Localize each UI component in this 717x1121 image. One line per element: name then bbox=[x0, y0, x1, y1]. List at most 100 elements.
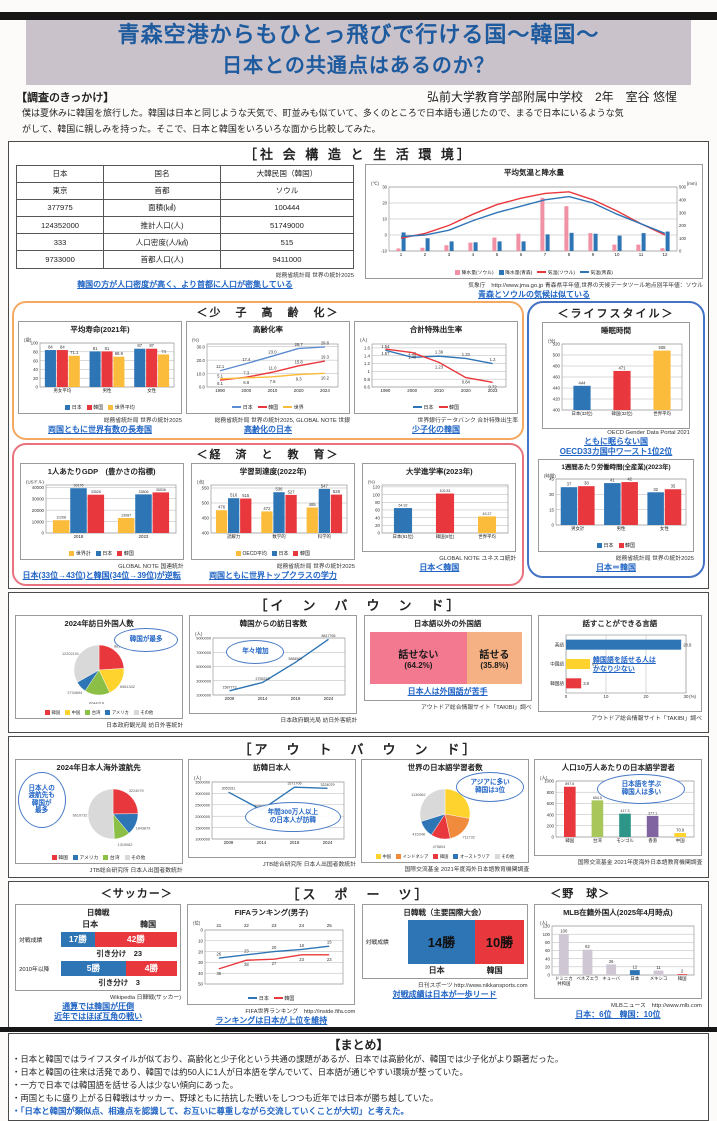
motivation-heading: 【調査のきっかけ】 bbox=[16, 92, 115, 104]
chart-card-baseball: 日韓戦（主要国際大会） 対戦成績 14勝 10勝 日本 韓国 bbox=[361, 903, 528, 979]
legend-label: 世界 bbox=[293, 404, 304, 411]
svg-text:0: 0 bbox=[552, 834, 555, 839]
svg-text:33526: 33526 bbox=[90, 490, 100, 494]
color-swatch bbox=[51, 854, 57, 860]
color-swatch bbox=[95, 550, 101, 556]
chart-title: FIFAランキング(男子) bbox=[234, 907, 309, 917]
svg-text:26: 26 bbox=[609, 958, 614, 963]
legend-item: 気温(ソウル) bbox=[537, 269, 575, 276]
section-inbound-title: ［イ ン バ ウ ン ド］ bbox=[254, 597, 463, 613]
chart-canvas-aging_rate: 0.0 10.0 20.0 30.0 (%) 1990 2000 2010 2020 2024 12… bbox=[192, 337, 339, 393]
svg-text:12: 12 bbox=[663, 252, 668, 257]
chart-legend: 韓国 中国 台湾 アメリカ その他 bbox=[19, 710, 179, 716]
svg-text:38: 38 bbox=[584, 480, 589, 485]
legend-item: 世界平均 bbox=[108, 404, 135, 411]
svg-text:1130662: 1130662 bbox=[411, 792, 426, 796]
chart-title: 日韓戦 bbox=[86, 907, 110, 917]
legend-item: その他 bbox=[494, 854, 514, 860]
svg-text:(人): (人) bbox=[540, 920, 548, 925]
chart-canvas-life: 0 20 40 60 80 100(歳) 男女平均 84 84 71.1 男性 81 81 68.9 女性 8… bbox=[24, 336, 175, 393]
svg-text:(%): (%) bbox=[368, 479, 375, 484]
chart-legend: 日本 韓国 世界 bbox=[190, 404, 346, 411]
legend-label: 日本 bbox=[423, 404, 434, 411]
line-swatch bbox=[579, 271, 589, 273]
chart-source: 気象庁 http://www.jma.go.jp 青森県平年値,世界の天候データ… bbox=[468, 282, 703, 289]
svg-text:メキシコ: メキシコ bbox=[650, 975, 668, 980]
svg-text:6.0: 6.0 bbox=[592, 661, 598, 666]
legend-label: 日本 bbox=[242, 404, 253, 411]
chart-conclusion: 日本＝韓国 bbox=[596, 562, 636, 572]
svg-text:29.8: 29.8 bbox=[321, 340, 330, 345]
line-swatch bbox=[537, 271, 547, 273]
svg-text:30: 30 bbox=[683, 694, 688, 699]
table-cell: 東京 bbox=[15, 181, 105, 200]
chart-title: 世界の日本語学習者数 bbox=[407, 762, 483, 772]
svg-text:68.9: 68.9 bbox=[115, 351, 124, 356]
svg-text:24: 24 bbox=[300, 923, 305, 928]
svg-text:20: 20 bbox=[33, 375, 38, 380]
svg-text:60: 60 bbox=[545, 948, 550, 953]
chart-canvas-jp_bar: 0 200 400 600 800 1000(人) 韓国 897.6 台湾 654.5 モンゴル 41… bbox=[540, 775, 695, 843]
svg-text:読解力: 読解力 bbox=[227, 532, 240, 539]
color-swatch bbox=[117, 550, 123, 556]
scan-edge-bottom bbox=[0, 1027, 717, 1032]
svg-text:43.27: 43.27 bbox=[483, 511, 492, 515]
svg-text:25: 25 bbox=[327, 923, 332, 928]
chart-title: 合計特殊出生率 bbox=[409, 324, 463, 334]
chart-legend: 日本 韓国 bbox=[191, 995, 351, 1002]
legend-label: 中国 bbox=[382, 853, 392, 859]
chart-foreign-language-split: 日本語以外の外国語 話せない (64.2%) 話せる (35.8%) 日本人は外国語が苦手… bbox=[363, 614, 532, 711]
svg-text:80: 80 bbox=[375, 499, 380, 504]
split-segment: 話せる (35.8%) bbox=[467, 631, 522, 684]
intro-text: 僕は夏休みに韓国を旅行した。韓国は日本と同じような天気で、町並みも似ていて、多く… bbox=[22, 106, 695, 138]
chart-card-lang_split: 日本語以外の外国語 話せない (64.2%) 話せる (35.8%) 日本人は外国語が苦手 bbox=[363, 614, 532, 701]
legend-item: 韓国 bbox=[51, 854, 68, 861]
svg-text:1: 1 bbox=[400, 252, 403, 257]
svg-text:日本(91位): 日本(91位) bbox=[393, 532, 415, 539]
svg-text:9.3: 9.3 bbox=[296, 376, 302, 381]
svg-text:28.7: 28.7 bbox=[295, 341, 304, 346]
svg-text:キューバ: キューバ bbox=[602, 975, 620, 980]
versus-row-label: 対戦成績 bbox=[365, 940, 389, 946]
section-sports: ＜サッカー＞ ［ス ポ ー ツ］ ＜野 球＞ 日韓戦 日本 韓国 対戦成績 17勝 42勝… bbox=[8, 880, 709, 1030]
versus-bar: 17勝 42勝 bbox=[61, 931, 178, 947]
svg-text:100: 100 bbox=[560, 928, 568, 933]
svg-text:87: 87 bbox=[137, 343, 142, 348]
svg-text:12202101: 12202101 bbox=[62, 651, 79, 655]
chart-card-climate: 平均気温と降水量 -10 0 10 20 30 0 100 200 300 400 500 (℃) (mm… bbox=[365, 163, 703, 279]
chart-title: 2024年日本人海外渡航先 bbox=[56, 762, 141, 772]
section-sports-title: ［ス ポ ー ツ］ bbox=[286, 886, 431, 902]
color-swatch bbox=[124, 854, 130, 860]
svg-text:100: 100 bbox=[373, 492, 381, 497]
chart-source: 国際交流基金 2021年度海外日本語教育機関調査 bbox=[577, 859, 703, 866]
chart-source: 総務省統計局 世界の統計2025, GLOBAL NOTE 世銀 bbox=[214, 417, 350, 424]
svg-text:女性: 女性 bbox=[660, 524, 669, 531]
svg-text:62: 62 bbox=[585, 944, 590, 949]
color-swatch bbox=[235, 550, 241, 556]
svg-text:120: 120 bbox=[543, 923, 551, 928]
svg-text:10.2: 10.2 bbox=[321, 375, 330, 380]
legend-label: 韓国 bbox=[439, 853, 449, 859]
svg-text:100: 100 bbox=[31, 340, 39, 345]
svg-text:508: 508 bbox=[659, 345, 667, 350]
svg-text:21: 21 bbox=[217, 923, 222, 928]
svg-text:10: 10 bbox=[603, 694, 608, 699]
svg-text:3000000: 3000000 bbox=[195, 792, 210, 796]
chart-card-sleep: 睡眠時間 400 420 440 460 480 500 520 (分) 日本(33位) 444 韓国… bbox=[542, 321, 690, 429]
svg-text:1000: 1000 bbox=[545, 778, 555, 783]
color-swatch bbox=[433, 854, 439, 859]
svg-text:0: 0 bbox=[679, 248, 682, 253]
svg-text:20: 20 bbox=[375, 523, 380, 528]
legend-item: 韓国 bbox=[433, 854, 448, 860]
svg-text:23.0: 23.0 bbox=[268, 349, 277, 354]
table-cell: 51749000 bbox=[219, 216, 355, 235]
chart-mlb-foreigners: MLB在籍外国人(2025年4月時点) 0 20 40 60 80 100 120 (人) ドミニ… bbox=[533, 903, 702, 1020]
chart-source: アウトドア総合情報サイト「TAKIBI」調べ bbox=[591, 715, 702, 722]
svg-text:2000: 2000 bbox=[241, 388, 251, 393]
chart-card-pisa: 学習到達度(2022年) 400 450 500 550 (点) 読解力 476 516 515 数… bbox=[190, 462, 355, 560]
soccer-subheading: ＜サッカー＞ bbox=[100, 888, 173, 900]
svg-text:ドミニカ: ドミニカ bbox=[555, 975, 573, 981]
legend-label: 韓国 bbox=[51, 709, 61, 715]
legend-item: 日本 bbox=[412, 404, 434, 411]
svg-text:(人): (人) bbox=[360, 337, 368, 342]
